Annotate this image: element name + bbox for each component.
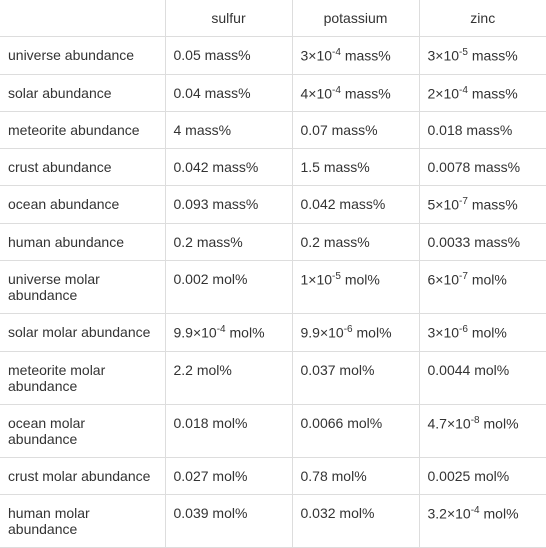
table-row: ocean abundance0.093 mass%0.042 mass%5×1… [0, 186, 546, 224]
cell-potassium: 9.9×10-6 mol% [292, 313, 419, 351]
table-row: human abundance0.2 mass%0.2 mass%0.0033 … [0, 223, 546, 260]
row-label: human abundance [0, 223, 165, 260]
cell-sulfur: 4 mass% [165, 112, 292, 149]
cell-zinc: 0.018 mass% [419, 112, 546, 149]
cell-potassium: 1.5 mass% [292, 149, 419, 186]
cell-sulfur: 0.018 mol% [165, 404, 292, 457]
cell-zinc: 6×10-7 mol% [419, 260, 546, 313]
cell-sulfur: 0.002 mol% [165, 260, 292, 313]
cell-potassium: 0.042 mass% [292, 186, 419, 224]
cell-zinc: 2×10-4 mass% [419, 74, 546, 112]
cell-sulfur: 0.039 mol% [165, 494, 292, 547]
row-label: human molar abundance [0, 494, 165, 547]
cell-zinc: 0.0078 mass% [419, 149, 546, 186]
cell-sulfur: 0.027 mol% [165, 457, 292, 494]
cell-sulfur: 0.093 mass% [165, 186, 292, 224]
cell-potassium: 0.78 mol% [292, 457, 419, 494]
header-zinc: zinc [419, 0, 546, 37]
table-row: solar molar abundance9.9×10-4 mol%9.9×10… [0, 313, 546, 351]
cell-zinc: 0.0044 mol% [419, 351, 546, 404]
cell-zinc: 4.7×10-8 mol% [419, 404, 546, 457]
table-row: universe molar abundance0.002 mol%1×10-5… [0, 260, 546, 313]
cell-sulfur: 0.05 mass% [165, 37, 292, 75]
cell-potassium: 4×10-4 mass% [292, 74, 419, 112]
row-label: meteorite molar abundance [0, 351, 165, 404]
row-label: crust molar abundance [0, 457, 165, 494]
cell-zinc: 3×10-6 mol% [419, 313, 546, 351]
cell-potassium: 0.2 mass% [292, 223, 419, 260]
cell-sulfur: 0.2 mass% [165, 223, 292, 260]
row-label: universe molar abundance [0, 260, 165, 313]
table-row: crust abundance0.042 mass%1.5 mass%0.007… [0, 149, 546, 186]
cell-zinc: 3.2×10-4 mol% [419, 494, 546, 547]
row-label: universe abundance [0, 37, 165, 75]
cell-potassium: 0.032 mol% [292, 494, 419, 547]
row-label: ocean molar abundance [0, 404, 165, 457]
cell-zinc: 5×10-7 mass% [419, 186, 546, 224]
abundance-table: sulfur potassium zinc universe abundance… [0, 0, 546, 548]
table-row: ocean molar abundance0.018 mol%0.0066 mo… [0, 404, 546, 457]
row-label: crust abundance [0, 149, 165, 186]
cell-zinc: 0.0033 mass% [419, 223, 546, 260]
cell-potassium: 0.07 mass% [292, 112, 419, 149]
row-label: meteorite abundance [0, 112, 165, 149]
row-label: ocean abundance [0, 186, 165, 224]
table-row: meteorite abundance4 mass%0.07 mass%0.01… [0, 112, 546, 149]
row-label: solar molar abundance [0, 313, 165, 351]
cell-sulfur: 0.04 mass% [165, 74, 292, 112]
cell-zinc: 0.0025 mol% [419, 457, 546, 494]
cell-potassium: 0.0066 mol% [292, 404, 419, 457]
table-row: solar abundance0.04 mass%4×10-4 mass%2×1… [0, 74, 546, 112]
cell-potassium: 3×10-4 mass% [292, 37, 419, 75]
cell-sulfur: 0.042 mass% [165, 149, 292, 186]
cell-potassium: 1×10-5 mol% [292, 260, 419, 313]
table-header-row: sulfur potassium zinc [0, 0, 546, 37]
table-row: universe abundance0.05 mass%3×10-4 mass%… [0, 37, 546, 75]
table-row: crust molar abundance0.027 mol%0.78 mol%… [0, 457, 546, 494]
table-body: universe abundance0.05 mass%3×10-4 mass%… [0, 37, 546, 548]
cell-potassium: 0.037 mol% [292, 351, 419, 404]
header-empty [0, 0, 165, 37]
header-sulfur: sulfur [165, 0, 292, 37]
cell-zinc: 3×10-5 mass% [419, 37, 546, 75]
header-potassium: potassium [292, 0, 419, 37]
row-label: solar abundance [0, 74, 165, 112]
table-row: meteorite molar abundance2.2 mol%0.037 m… [0, 351, 546, 404]
table-row: human molar abundance0.039 mol%0.032 mol… [0, 494, 546, 547]
cell-sulfur: 9.9×10-4 mol% [165, 313, 292, 351]
cell-sulfur: 2.2 mol% [165, 351, 292, 404]
